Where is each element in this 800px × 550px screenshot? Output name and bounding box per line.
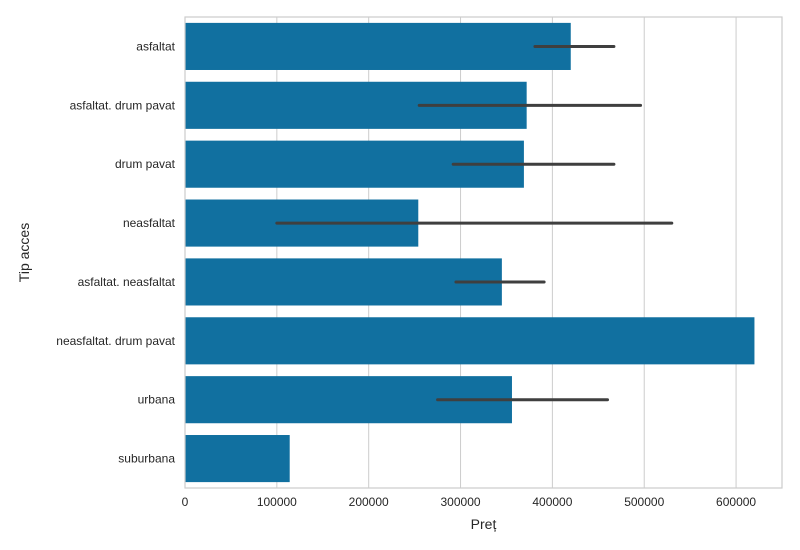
y-tick-label: asfaltat. neasfaltat [78,275,176,289]
x-tick-labels: 0 100000 200000 300000 400000 500000 600000 [182,495,757,509]
x-tick-label: 0 [182,495,189,509]
x-tick-label: 500000 [624,495,664,509]
y-tick-label: asfaltat [136,39,175,53]
x-tick-label: 200000 [349,495,389,509]
y-tick-label: urbana [138,393,176,407]
bar [185,258,502,306]
bars [185,22,755,483]
plot-frame [184,16,783,489]
y-tick-label: suburbana [118,452,175,466]
bar [185,435,290,483]
y-tick-label: neasfaltat. drum pavat [56,334,175,348]
y-axis-label: Tip acces [16,223,32,282]
y-tick-labels: asfaltat asfaltat. drum pavat drum pavat ne… [56,39,175,465]
y-tick-label: asfaltat. drum pavat [70,98,176,112]
error-bars [275,44,674,402]
x-tick-label: 100000 [257,495,297,509]
bar [185,317,755,365]
x-tick-label: 600000 [716,495,756,509]
y-tick-label: drum pavat [115,157,176,171]
x-tick-label: 300000 [441,495,481,509]
x-axis-label: Preț [471,516,497,532]
y-tick-label: neasfaltat [123,216,176,230]
x-tick-label: 400000 [532,495,572,509]
bar [185,22,571,70]
